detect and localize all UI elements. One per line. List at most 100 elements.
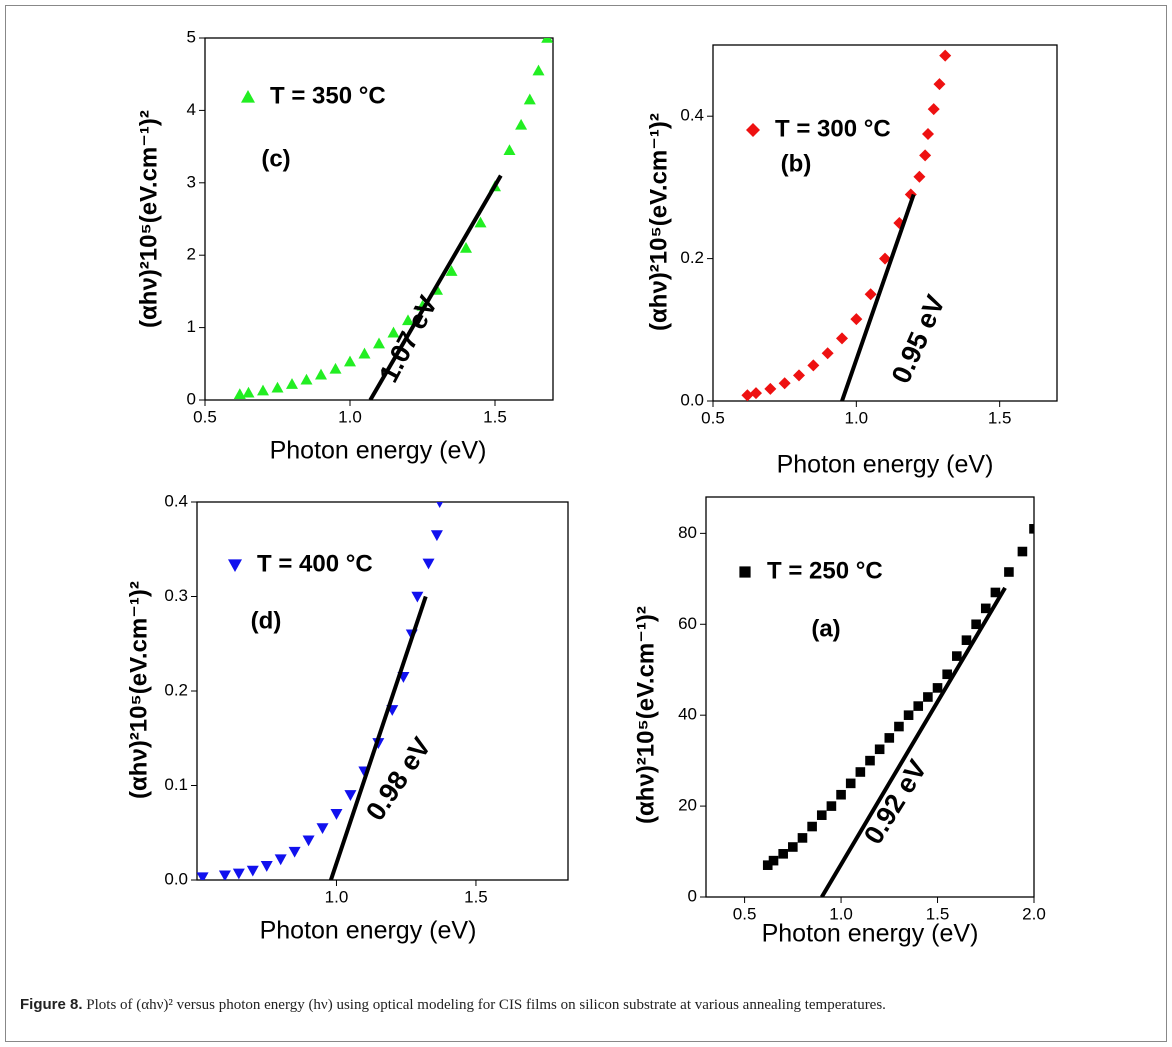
legend-label: T = 300 °C [775,115,891,142]
y-tick-label: 0.2 [680,248,704,267]
y-axis-label: (αhν)²10⁵(eV.cm⁻¹)² [125,581,152,799]
plot-area [197,502,444,880]
data-point [436,502,444,508]
data-point [300,373,313,385]
data-point [788,842,798,852]
legend-marker [228,559,242,572]
data-point [445,265,458,276]
data-point [939,49,952,62]
data-point [807,821,817,832]
data-point [741,389,754,401]
fit-annotation: 0.98 eV [360,732,437,826]
figure-frame [5,5,1167,1042]
data-point [864,288,877,301]
y-tick-label: 60 [678,614,697,633]
plot-frame [705,496,1035,898]
data-point [430,530,443,542]
caption-text: Plots of (αhν)² versus photon energy (hν… [86,997,886,1013]
data-point [913,701,924,711]
data-point [952,651,962,661]
data-point [768,855,779,866]
plot-area [233,38,553,400]
data-point [197,872,209,880]
caption: Figure 8. Plots of (αhν)² versus photon … [20,995,1010,1015]
panel: 0.5 1.0 1.5 0 1 2 3 4 5 Photon energy (eV) (αhν)²1… [135,27,554,465]
fit-annotation: 1.07 eV [373,291,443,387]
legend-marker [746,123,760,137]
data-point [523,93,536,105]
data-point [373,337,385,349]
data-point [316,823,329,835]
data-point [387,326,400,338]
data-point [422,558,435,570]
data-point [329,362,342,374]
y-tick-label: 80 [678,523,697,542]
panel-label: (a) [811,615,840,642]
data-point [532,64,545,76]
legend-label: T = 250 °C [767,557,883,584]
y-tick-label: 0.1 [164,775,188,794]
data-point [855,767,866,777]
fit-annotation: 0.92 eV [858,755,933,850]
x-tick-label: 1.0 [845,408,869,427]
y-tick-label: 4 [187,100,196,119]
legend-label: T = 400 °C [257,550,373,577]
data-point [894,721,904,732]
data-point [821,347,834,360]
data-point [836,332,848,345]
fit-annotation: 0.95 eV [886,291,951,388]
plot-area [762,524,1034,897]
data-point [865,755,875,766]
data-point [257,384,269,396]
data-point [274,854,287,866]
data-point [764,382,777,395]
data-point [288,846,301,858]
y-tick-label: 0.3 [164,586,188,605]
y-axis-label: (αhν)²10⁵(eV.cm⁻¹)² [632,606,659,824]
legend-marker [739,566,751,578]
data-point [990,587,1001,598]
panel: 1.0 1.5 0.0 0.1 0.2 0.3 0.4 Photon energy (eV) (… [125,491,569,945]
data-point [232,868,245,880]
data-point [933,78,946,91]
data-point [503,144,516,156]
plot-frame [196,501,569,881]
data-point [1017,546,1028,557]
data-point [344,355,356,367]
data-point [927,103,940,116]
data-point [922,128,934,140]
data-point [971,619,981,630]
data-point [242,386,255,398]
data-point [778,849,788,859]
data-point [793,369,805,382]
data-point [246,865,259,877]
y-tick-label: 0.4 [164,491,188,510]
data-point [919,149,932,162]
data-point [302,835,315,847]
data-point [315,368,327,380]
panel: 0.5 1.0 1.5 2.0 0 20 40 60 80 Photon energy (eV) (… [632,496,1046,948]
plot-area [741,49,952,401]
x-tick-label: 1.0 [325,887,349,906]
y-tick-label: 20 [678,796,697,815]
legend-label: T = 350 °C [270,82,386,109]
x-axis-label: Photon energy (eV) [762,920,979,948]
data-point [271,381,284,393]
x-axis-label: Photon energy (eV) [777,451,994,479]
data-point [923,692,933,702]
legend-marker [241,90,255,103]
y-axis-label: (αhν)²10⁵(eV.cm⁻¹)² [135,110,162,328]
fit-line [328,595,428,880]
data-point [330,809,343,820]
y-tick-label: 0.2 [164,680,188,699]
data-point [980,603,991,614]
data-point [932,683,943,693]
data-point [1029,524,1034,534]
data-point [913,170,926,183]
plot-frame [712,44,1058,402]
data-point [344,790,357,801]
x-tick-label: 1.5 [988,408,1012,427]
data-point [1004,567,1014,577]
data-point [233,388,246,400]
y-tick-label: 5 [187,27,196,46]
